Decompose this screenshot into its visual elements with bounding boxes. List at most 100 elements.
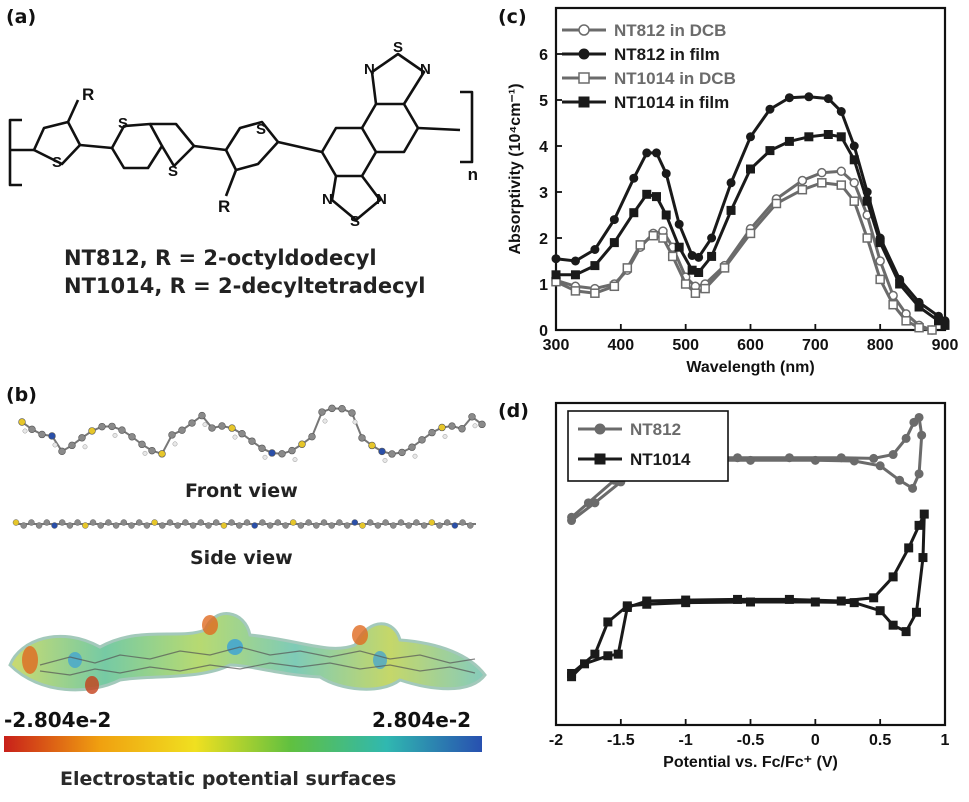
side-atom xyxy=(182,519,189,526)
data-point xyxy=(862,196,872,206)
atom xyxy=(348,409,356,417)
right-bracket xyxy=(460,90,474,164)
data-point xyxy=(551,254,561,264)
data-point xyxy=(648,230,658,241)
side-atom xyxy=(397,519,405,526)
side-atom xyxy=(105,519,112,526)
data-point xyxy=(849,178,859,188)
atom xyxy=(28,425,36,434)
legend-entry: NT812 in film xyxy=(614,45,720,64)
hydrogen-atom xyxy=(472,423,478,429)
side-atom xyxy=(135,519,143,526)
atom xyxy=(248,437,256,445)
side-atom xyxy=(305,519,312,526)
atom xyxy=(328,404,336,413)
legend-entry: NT1014 in DCB xyxy=(614,69,736,88)
side-atom xyxy=(289,519,297,526)
data-point xyxy=(570,256,580,266)
y-tick-label: 2 xyxy=(539,231,548,248)
side-atom xyxy=(413,519,420,526)
hydrogen-atom xyxy=(232,434,238,440)
x-tick-label: 1 xyxy=(941,732,950,749)
data-point xyxy=(570,270,580,280)
atom xyxy=(278,450,286,458)
x-tick-label: 300 xyxy=(543,337,570,354)
data-point xyxy=(823,130,833,139)
front-view-model xyxy=(18,404,486,463)
y-tick-label: 6 xyxy=(539,47,548,64)
data-point xyxy=(836,596,846,606)
atom xyxy=(258,444,266,452)
data-point xyxy=(918,553,928,563)
esp-caption: Electrostatic potential surfaces xyxy=(60,768,397,790)
series-line xyxy=(555,169,933,332)
x-tick-label: 0 xyxy=(811,732,820,749)
left-bracket xyxy=(8,118,22,187)
atom xyxy=(208,424,216,432)
side-atom xyxy=(12,519,20,526)
side-atom xyxy=(128,522,135,529)
x-tick-label: -1 xyxy=(679,732,693,749)
atom xyxy=(198,411,206,420)
data-point xyxy=(810,455,820,465)
data-point xyxy=(622,601,632,611)
hydrogen-atom xyxy=(292,457,298,463)
cv-chart: -2 -1.5 -1 -0.5 0 0.5 1 Potential vs. Fc/Fc⁺ (V… xyxy=(549,401,950,771)
atom xyxy=(68,441,76,450)
atom xyxy=(48,432,56,440)
side-atom xyxy=(74,519,81,526)
data-point xyxy=(901,433,911,443)
data-point xyxy=(719,263,730,273)
side-atom xyxy=(405,522,412,529)
data-point xyxy=(849,155,859,165)
data-point xyxy=(661,169,671,179)
data-point xyxy=(700,283,710,294)
atom xyxy=(108,422,116,431)
data-point xyxy=(914,469,924,479)
data-point xyxy=(594,453,606,465)
atom xyxy=(228,424,236,432)
side-atom xyxy=(236,522,243,529)
side-atom xyxy=(82,522,89,529)
data-point xyxy=(603,651,613,661)
side-atom xyxy=(58,519,66,526)
data-point xyxy=(875,238,885,248)
series-line xyxy=(555,181,933,332)
side-atom xyxy=(390,522,397,529)
atom xyxy=(448,422,456,430)
x-tick-label: 0.5 xyxy=(869,732,891,749)
hydrogen-atom xyxy=(352,419,358,425)
side-atom xyxy=(66,522,74,529)
side-atom xyxy=(336,519,343,526)
side-atom xyxy=(328,522,335,529)
legend-entry: NT812 xyxy=(630,420,681,439)
data-point xyxy=(895,475,905,485)
y-tick-label: 4 xyxy=(539,139,548,156)
atom xyxy=(38,430,46,439)
atom xyxy=(398,448,406,457)
data-point xyxy=(797,175,808,186)
data-point xyxy=(836,107,846,116)
atom xyxy=(408,443,416,451)
data-point xyxy=(690,288,701,298)
atom xyxy=(88,427,96,435)
data-point xyxy=(629,173,639,183)
data-point xyxy=(875,606,885,616)
data-point xyxy=(578,72,590,84)
atom xyxy=(388,450,396,458)
side-view-model xyxy=(12,519,476,529)
data-point xyxy=(651,192,661,202)
hydrogen-atom xyxy=(52,442,58,448)
data-point xyxy=(875,256,885,266)
side-atom xyxy=(374,522,382,529)
data-point xyxy=(908,483,918,493)
data-point xyxy=(667,251,678,262)
data-point xyxy=(875,274,885,285)
x-tick-label: 400 xyxy=(607,337,634,354)
data-point xyxy=(580,659,590,669)
atom xyxy=(178,426,186,434)
data-point xyxy=(590,245,600,254)
panel-d-label: (d) xyxy=(498,400,529,422)
data-point xyxy=(895,279,905,289)
data-point xyxy=(784,453,794,463)
